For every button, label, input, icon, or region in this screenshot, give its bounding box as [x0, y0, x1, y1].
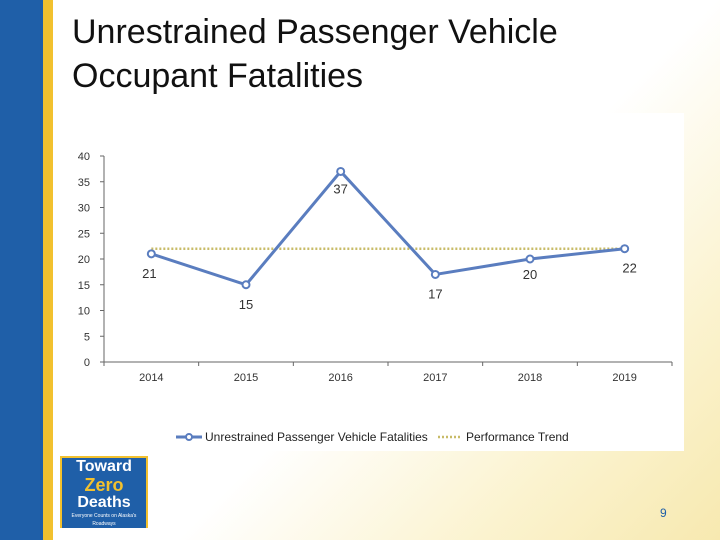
legend-marker-fatalities: [185, 433, 193, 441]
data-label: 15: [239, 297, 253, 312]
logo-line-3: Deaths: [77, 494, 131, 511]
x-tick-label: 2015: [234, 372, 258, 384]
x-tick-label: 2018: [518, 372, 542, 384]
logo-line-1: Toward: [76, 458, 132, 475]
chart-legend: Unrestrained Passenger Vehicle Fatalitie…: [176, 430, 569, 444]
y-tick-label: 25: [78, 228, 90, 240]
slide-title: Unrestrained Passenger Vehicle Occupant …: [72, 13, 558, 95]
y-tick-label: 35: [78, 177, 90, 189]
data-label: 20: [523, 267, 537, 282]
y-tick-label: 10: [78, 306, 90, 318]
left-blue-band: [0, 0, 43, 540]
left-gold-band: [43, 0, 53, 540]
y-axis-ticks: 0 5 10 15 20 25 30 35 40: [78, 151, 104, 369]
x-tick-label: 2014: [139, 372, 163, 384]
data-label: 22: [622, 261, 636, 276]
x-tick-label: 2016: [328, 372, 352, 384]
chart-data-labels: 21 15 37 17 20 22: [142, 181, 637, 311]
y-tick-label: 15: [78, 280, 90, 292]
fatalities-point: [620, 244, 630, 254]
fatalities-line: [150, 169, 625, 287]
y-tick-label: 0: [84, 357, 90, 369]
fatalities-point: [241, 280, 251, 290]
fatalities-point: [336, 166, 346, 176]
fatalities-point: [146, 249, 156, 259]
fatalities-point: [525, 254, 535, 264]
chart-axes: [103, 156, 672, 363]
fatalities-point: [430, 269, 440, 279]
toward-zero-deaths-logo: Toward Zero Deaths Everyone Counts on Al…: [60, 456, 148, 528]
x-tick-label: 2017: [423, 372, 447, 384]
logo-line-2: Zero: [84, 475, 124, 495]
data-label: 21: [142, 266, 156, 281]
chart-panel: 0 5 10 15 20 25 30 35 40 2014 2015 2016 2017 2018 201…: [62, 113, 684, 451]
x-tick-label: 2019: [612, 372, 636, 384]
data-label: 37: [333, 181, 347, 196]
y-tick-label: 40: [78, 151, 90, 163]
logo-tagline: Everyone Counts on Alaska's Roadways: [62, 512, 146, 528]
y-tick-label: 5: [84, 331, 90, 343]
legend-label-fatalities: Unrestrained Passenger Vehicle Fatalitie…: [205, 430, 428, 444]
y-tick-label: 30: [78, 203, 90, 215]
x-axis-ticks: 2014 2015 2016 2017 2018 2019: [103, 362, 673, 384]
page-number: 9: [660, 506, 667, 520]
chart-series: [146, 166, 630, 290]
data-label: 17: [428, 286, 442, 301]
legend-label-trend: Performance Trend: [466, 430, 569, 444]
y-tick-label: 20: [78, 254, 90, 266]
